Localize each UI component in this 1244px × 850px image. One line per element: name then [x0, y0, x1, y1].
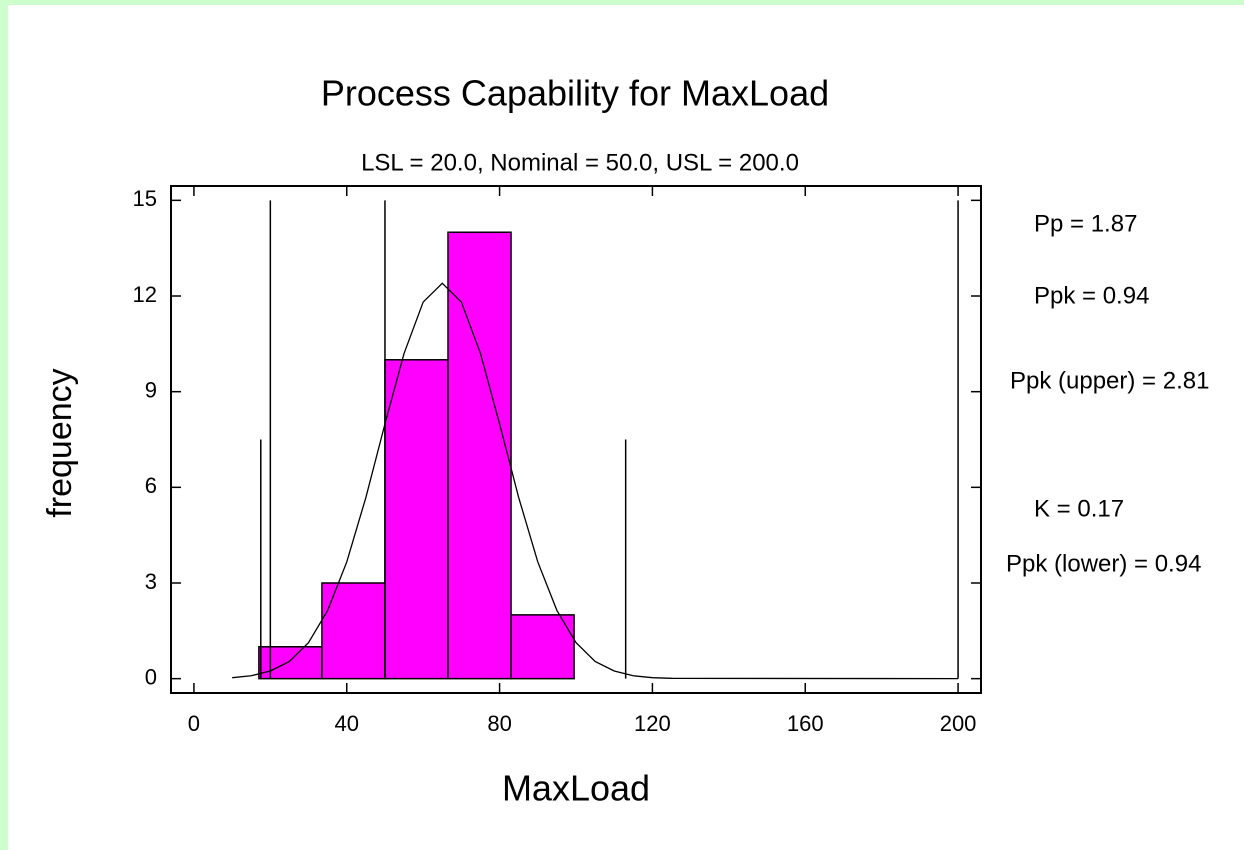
stat-annotation: Ppk (upper) = 2.81: [1010, 367, 1209, 394]
canvas: [8, 5, 1244, 850]
y-tick-label: 15: [133, 186, 157, 211]
x-tick-label: 80: [487, 711, 511, 736]
stat-annotation: Pp = 1.87: [1034, 210, 1137, 237]
y-tick-label: 12: [133, 282, 157, 307]
y-tick-label: 3: [145, 569, 157, 594]
x-tick-label: 200: [940, 711, 977, 736]
chart-subtitle: LSL = 20.0, Nominal = 50.0, USL = 200.0: [361, 149, 799, 176]
bar: [258, 646, 323, 680]
plot-frame: [170, 185, 982, 694]
y-tick-label: 9: [145, 377, 157, 402]
y-tick-label: 6: [145, 473, 157, 498]
x-tick-label: 0: [188, 711, 200, 736]
bar: [447, 231, 512, 680]
y-axis-label: frequency: [41, 368, 79, 517]
x-axis-label: MaxLoad: [502, 768, 650, 809]
x-tick-label: 160: [787, 711, 824, 736]
chart-title: Process Capability for MaxLoad: [321, 73, 829, 114]
bar: [510, 614, 575, 680]
stat-annotation: Ppk (lower) = 0.94: [1006, 550, 1201, 577]
stat-annotation: Ppk = 0.94: [1034, 282, 1149, 309]
y-tick-label: 0: [145, 664, 157, 689]
stat-annotation: K = 0.17: [1034, 495, 1124, 522]
x-tick-label: 120: [634, 711, 671, 736]
fit-curve: [232, 282, 959, 680]
bar: [321, 582, 386, 680]
bar: [384, 359, 449, 680]
x-tick-label: 40: [335, 711, 359, 736]
